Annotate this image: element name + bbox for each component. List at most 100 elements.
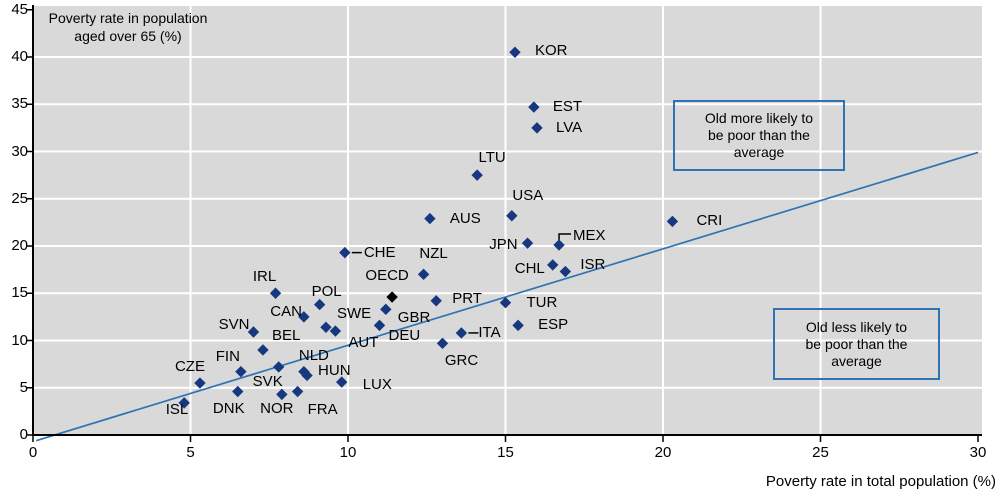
data-point-aut <box>329 325 342 337</box>
label-nzl: NZL <box>419 245 448 263</box>
label-mex: MEX <box>573 227 606 245</box>
label-hun: HUN <box>318 362 351 380</box>
data-point-tur <box>499 297 512 309</box>
leader-line-mex <box>558 233 572 242</box>
label-ita: ITA <box>478 323 501 341</box>
data-point-aus <box>424 212 436 225</box>
label-ltu: LTU <box>478 149 506 167</box>
y-tick-label-20: 20 <box>11 237 28 254</box>
label-nor: NOR <box>260 400 294 418</box>
x-tick-label-0: 0 <box>28 444 38 461</box>
label-tur: TUR <box>526 293 558 311</box>
label-deu: DEU <box>388 327 421 345</box>
data-point-gbr <box>380 303 392 316</box>
data-point-cze <box>194 377 206 389</box>
equality-line <box>35 151 979 442</box>
y-tick-label-25: 25 <box>11 189 28 207</box>
label-oecd: OECD <box>365 267 409 285</box>
label-svk: SVK <box>252 372 283 390</box>
data-point-dnk <box>232 385 244 398</box>
label-esp: ESP <box>538 316 569 334</box>
data-point-est <box>528 101 540 113</box>
y-tick-label-40: 40 <box>11 48 28 65</box>
label-aut: AUT <box>348 334 379 352</box>
data-point-usa <box>506 210 518 222</box>
label-prt: PRT <box>452 289 482 307</box>
label-cze: CZE <box>174 358 205 376</box>
data-point-oecd <box>386 291 398 303</box>
data-point-bel <box>257 344 269 356</box>
y-axis-title: Poverty rate in population aged over 65 … <box>48 10 208 44</box>
label-can: CAN <box>270 302 302 320</box>
data-point-che <box>339 246 351 259</box>
x-tick-label-15: 15 <box>497 444 514 461</box>
data-point-can <box>298 311 310 323</box>
data-point-cri <box>666 215 679 228</box>
y-tick-label-35: 35 <box>11 95 28 113</box>
annotation-old-less-likely: Old less likely to be poor than the aver… <box>773 308 940 380</box>
label-usa: USA <box>512 186 544 204</box>
x-tick-label-5: 5 <box>186 444 195 461</box>
label-svn: SVN <box>218 315 250 333</box>
label-est: EST <box>552 98 583 116</box>
data-point-isl <box>178 397 190 409</box>
x-axis-title: Poverty rate in total population (%) <box>765 473 996 490</box>
label-che: CHE <box>363 243 396 261</box>
data-point-lva <box>531 122 543 134</box>
label-fin: FIN <box>215 347 240 365</box>
data-point-svn <box>247 326 260 338</box>
y-tick-label-5: 5 <box>19 378 28 396</box>
data-point-ltu <box>471 169 483 181</box>
y-tick-label-10: 10 <box>11 331 28 349</box>
data-point-isr <box>559 265 572 278</box>
y-tick-label-15: 15 <box>11 284 28 302</box>
data-point-prt <box>430 295 442 307</box>
label-swe: SWE <box>336 305 372 323</box>
data-point-nor <box>276 388 288 401</box>
data-point-mex <box>553 239 565 251</box>
data-point-nzl <box>417 268 430 281</box>
label-fra: FRA <box>307 400 338 418</box>
label-nld: NLD <box>298 346 329 364</box>
y-tick-label-30: 30 <box>11 142 28 160</box>
label-irl: IRL <box>252 268 277 286</box>
label-isr: ISR <box>580 255 606 273</box>
data-point-fin <box>235 365 247 378</box>
data-point-pol <box>313 298 326 311</box>
data-point-fra <box>291 385 304 398</box>
label-dnk: DNK <box>212 399 245 417</box>
data-point-chl <box>547 259 559 271</box>
label-lva: LVA <box>556 118 583 136</box>
label-pol: POL <box>311 282 342 300</box>
data-point-deu <box>373 319 386 332</box>
annotation-old-more-likely: Old more likely to be poor than the aver… <box>673 100 845 171</box>
data-point-jpn <box>521 237 534 249</box>
label-chl: CHL <box>514 259 545 277</box>
label-grc: GRC <box>444 352 479 370</box>
x-tick-label-25: 25 <box>812 444 829 461</box>
data-point-lux <box>336 376 348 388</box>
label-lux: LUX <box>362 376 392 394</box>
data-point-irl <box>269 287 282 299</box>
label-aus: AUS <box>449 209 481 227</box>
x-tick-label-10: 10 <box>339 444 357 461</box>
data-point-esp <box>512 319 524 332</box>
data-point-grc <box>436 337 449 350</box>
y-tick-label-45: 45 <box>11 0 28 18</box>
label-jpn: JPN <box>489 236 518 254</box>
label-cri: CRI <box>696 212 723 230</box>
data-point-svk <box>273 361 285 373</box>
label-gbr: GBR <box>397 309 431 327</box>
x-tick-label-20: 20 <box>654 444 672 461</box>
data-point-ita <box>455 327 468 339</box>
label-kor: KOR <box>534 42 568 60</box>
label-bel: BEL <box>271 326 301 344</box>
data-point-kor <box>509 46 521 58</box>
y-tick-label-0: 0 <box>19 426 28 443</box>
label-isl: ISL <box>165 400 189 418</box>
data-point-swe <box>320 321 332 333</box>
x-tick-label-30: 30 <box>969 444 987 461</box>
data-point-hun <box>301 369 313 382</box>
